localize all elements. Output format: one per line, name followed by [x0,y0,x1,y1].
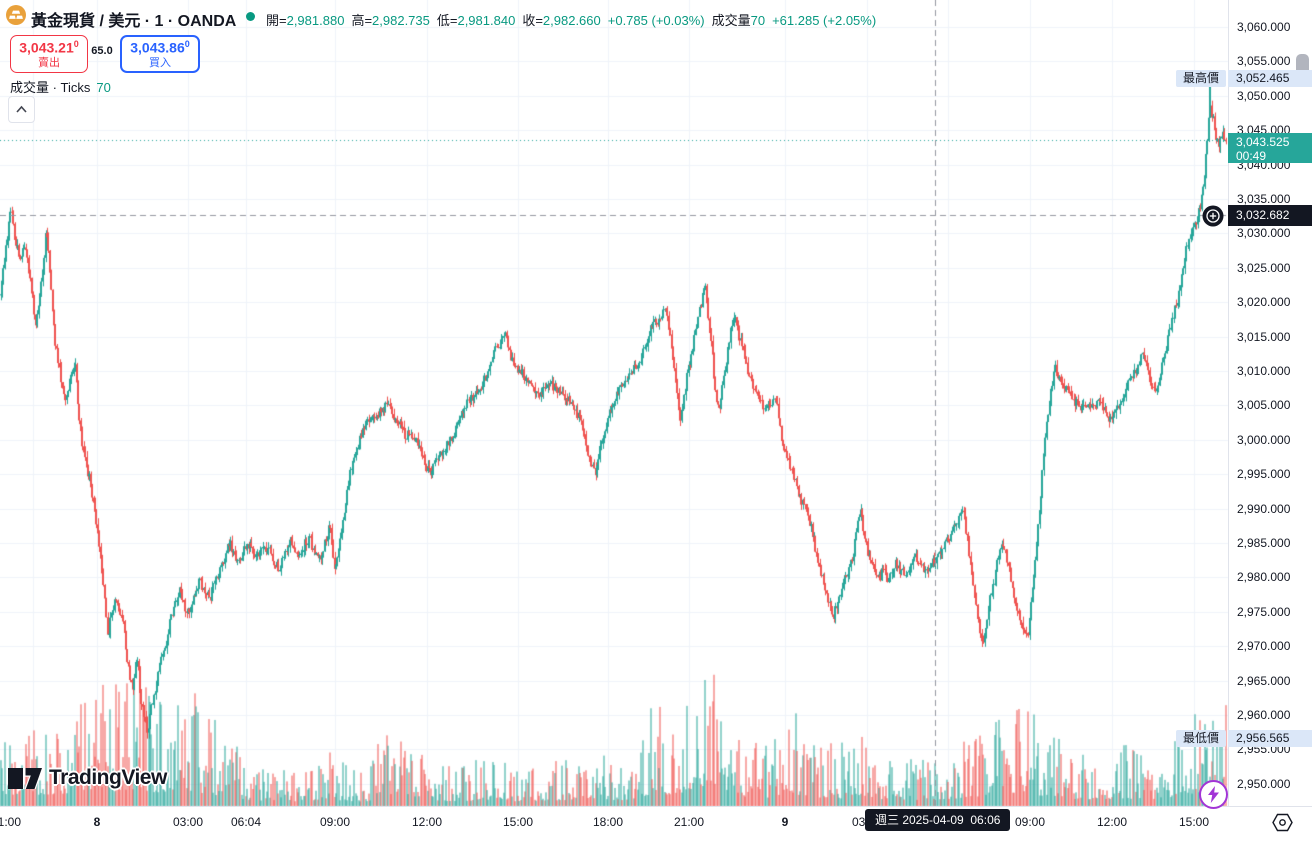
time-tick-label: 9 [781,815,789,829]
price-tick-label: 2,950.000 [1237,776,1291,791]
change-value: +0.785 (+0.03%) [607,13,705,28]
ohlc-row: 開=2,981.880 高=2,982.735 低=2,981.840 收=2,982… [266,10,883,29]
price-tick-label: 2,970.000 [1237,639,1291,654]
last-price-value: 3,043.525 [1236,135,1290,149]
time-tick-label: 21:00 [0,815,22,829]
time-tick-label: 15:00 [1178,815,1210,829]
market-status-dot [246,12,255,21]
close-label: 收= [522,13,543,28]
chevron-up-icon [16,105,27,113]
time-tick-label: 21:00 [673,815,705,829]
price-tick-label: 3,000.000 [1237,432,1291,447]
time-tick-label: 12:00 [411,815,443,829]
tradingview-mark-icon [8,767,42,789]
sell-price: 3,043.210 [19,38,79,56]
time-tick-label: 18:00 [592,815,624,829]
sell-label: 賣出 [38,56,60,69]
price-tick-label: 3,030.000 [1237,226,1291,241]
time-axis[interactable]: 21:00 8 03:00 06:04 09:00 12:00 15:00 18:00 21:0… [0,806,1312,845]
price-tick-label: 2,980.000 [1237,570,1291,585]
time-tick-label: 06:04 [230,815,262,829]
crosshair-date-tooltip: 週三 2025-04-09 06:06 [865,809,1011,831]
tradingview-logo-text: TradingView [49,766,167,789]
buy-button[interactable]: 3,043.860 買入 [120,35,200,73]
time-tick-label: 8 [93,815,101,829]
timezone-settings-button[interactable] [1252,806,1312,839]
price-tick-label: 3,005.000 [1237,398,1291,413]
high-value: 2,982.735 [372,13,430,28]
price-tick-label: 2,960.000 [1237,708,1291,722]
time-tick-label: 03:00 [172,815,204,829]
time-tick-label: 15:00 [502,815,534,829]
price-tick-label: 2,995.000 [1237,467,1291,482]
collapse-legend-button[interactable] [8,96,35,123]
price-tick-label: 3,055.000 [1237,54,1291,69]
open-label: 開= [266,13,287,28]
buy-label: 買入 [149,56,171,69]
price-tick-label: 3,060.000 [1237,20,1291,34]
session-low-chip: 最低價 [1175,730,1226,747]
session-high-chip: 最高價 [1175,70,1226,87]
price-tick-label: 2,985.000 [1237,536,1291,550]
price-tick-label: 3,010.000 [1237,364,1291,378]
price-tick-label: 3,050.000 [1237,88,1291,103]
crosshair-price-badge: 3,032.682 [1228,205,1312,226]
time-tick-label: 09:00 [1014,815,1046,829]
bar-countdown: 00:49 [1236,149,1267,163]
session-low-value: 2,956.565 [1228,730,1312,747]
open-value: 2,981.880 [286,13,345,28]
high-label: 高= [351,13,373,28]
last-price-badge: 3,043.525 00:49 [1228,133,1312,163]
time-tick-label: 09:00 [319,815,351,829]
volume-label: 成交量 [711,13,751,28]
low-label: 低= [436,13,458,28]
sell-button[interactable]: 3,043.210 賣出 [10,35,88,73]
lightning-bolt-icon [1208,786,1219,803]
indicator-name: 成交量 · Ticks [10,80,91,95]
time-tick-label: 12:00 [1096,815,1128,829]
hexagon-circle-icon [1271,813,1293,832]
add-order-plus-icon[interactable] [1202,205,1224,227]
price-tick-label: 2,990.000 [1237,501,1291,516]
volume-indicator-row[interactable]: 成交量 · Ticks 70 [10,77,111,96]
price-tick-label: 2,975.000 [1237,604,1291,619]
price-tick-label: 3,015.000 [1237,329,1291,344]
spread-value: 65.0 [91,45,113,57]
symbol-title[interactable]: 黃金現貨 / 美元 · 1 · OANDA [31,13,237,30]
gold-symbol-icon [6,5,26,25]
instant-order-button[interactable] [1199,780,1228,809]
tradingview-logo[interactable]: TradingView [8,766,167,790]
price-tick-label: 3,020.000 [1237,295,1291,310]
volume-value: 70 [750,13,766,28]
price-tick-label: 3,025.000 [1237,260,1291,275]
price-tick-label: 2,965.000 [1237,673,1291,688]
volume-change: +61.285 (+2.05%) [772,13,877,28]
price-axis[interactable]: 3,060.000 3,055.000 3,050.000 3,045.000 3,04… [1228,0,1312,806]
price-tick-label: 3,035.000 [1237,192,1291,206]
close-value: 2,982.660 [542,13,601,28]
low-value: 2,981.840 [457,13,516,28]
indicator-value: 70 [96,80,111,95]
session-high-value: 3,052.465 [1228,70,1312,87]
buy-price: 3,043.860 [130,38,190,56]
